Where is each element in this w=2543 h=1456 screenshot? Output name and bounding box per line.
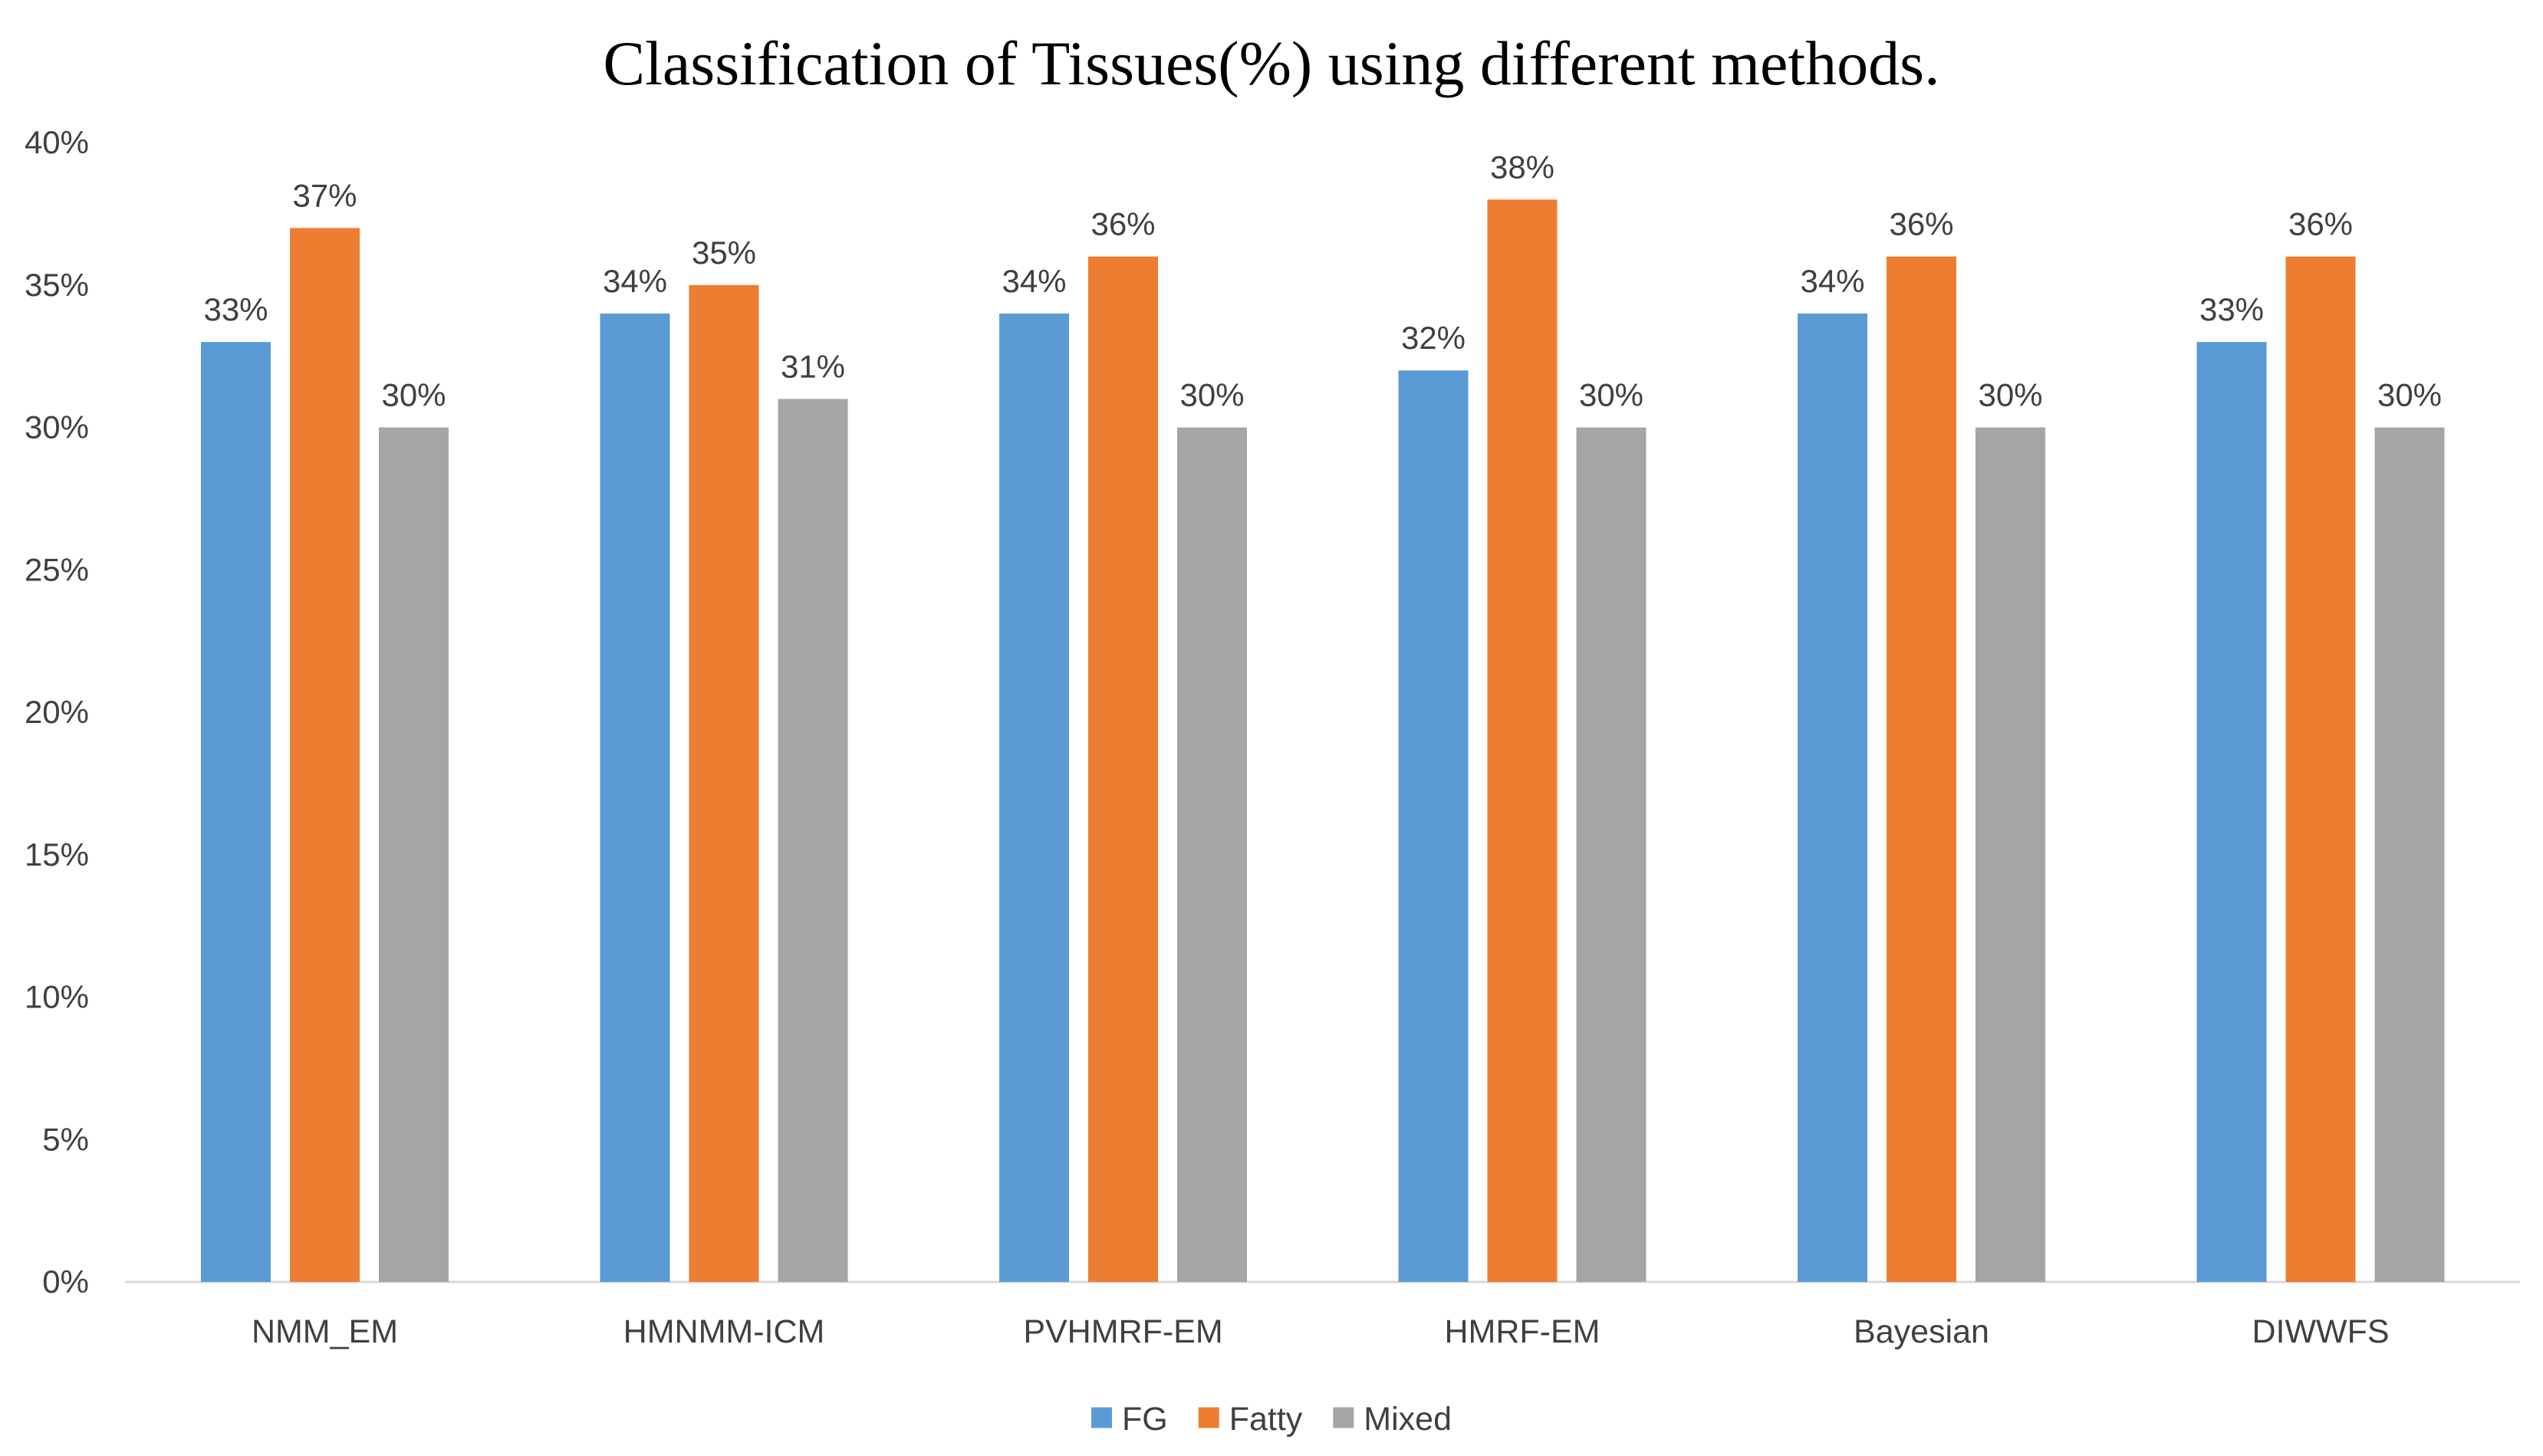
chart-title: Classification of Tissues(%) using diffe… [603, 28, 1939, 98]
legend-label: Fatty [1229, 1401, 1303, 1438]
legend-item-fg: FG [1091, 1401, 1168, 1438]
legend-label: FG [1122, 1401, 1168, 1438]
legend: FG Fatty Mixed [1091, 1401, 1452, 1438]
bar-mixed-bayesian [1976, 427, 2045, 1282]
data-label: 34% [1800, 263, 1864, 299]
bars-group [201, 199, 2445, 1283]
bar-mixed-diwwfs [2374, 427, 2445, 1282]
bar-fatty-diwwfs [2285, 256, 2356, 1283]
data-label: 30% [2377, 377, 2442, 413]
bar-fatty-pvhmrf-em [1088, 256, 1158, 1283]
bar-fatty-hmrf-em [1487, 199, 1558, 1282]
y-tick-label: 15% [25, 836, 89, 873]
y-tick-label: 10% [25, 979, 89, 1015]
data-label: 38% [1490, 149, 1554, 185]
bar-fatty-nmm-em [290, 228, 360, 1283]
x-category-label: PVHMRF-EM [1023, 1313, 1222, 1350]
data-label: 30% [1179, 377, 1244, 413]
data-label: 35% [692, 235, 756, 271]
x-category-label: DIWWFS [2252, 1313, 2389, 1350]
bar-fg-pvhmrf-em [999, 313, 1069, 1282]
x-category-label: HMRF-EM [1444, 1313, 1600, 1350]
data-label: 30% [1978, 377, 2042, 413]
y-tick-label: 40% [25, 124, 89, 160]
x-axis: NMM_EM HMNMM-ICM PVHMRF-EM HMRF-EM Bayesian D… [125, 1280, 2520, 1350]
legend-label: Mixed [1364, 1401, 1452, 1438]
data-label: 34% [603, 263, 667, 299]
bar-fg-hmrf-em [1398, 370, 1469, 1283]
y-tick-label: 30% [25, 409, 89, 445]
data-label: 36% [2288, 206, 2353, 242]
data-label: 30% [381, 377, 446, 413]
data-labels-group: 33% 37% 30% 34% 35% 31% 34% 36% 30% 32% 38% 30% 34% 3… [203, 149, 2442, 412]
data-label: 37% [292, 177, 357, 213]
bar-mixed-nmm-em [379, 427, 449, 1282]
data-label: 36% [1091, 206, 1155, 242]
data-label: 34% [1002, 263, 1066, 299]
bar-fg-nmm-em [201, 342, 271, 1282]
y-tick-label: 25% [25, 551, 89, 587]
y-axis: 0% 5% 10% 15% 20% 25% 30% 35% 40% [25, 124, 89, 1300]
data-label: 33% [203, 291, 268, 327]
bar-fatty-hmnmm-icm [689, 284, 759, 1282]
y-tick-label: 0% [42, 1264, 89, 1300]
data-label: 36% [1889, 206, 1953, 242]
legend-swatch [1091, 1407, 1112, 1428]
bar-fg-diwwfs [2196, 342, 2267, 1282]
bar-mixed-hmnmm-icm [778, 399, 848, 1282]
y-tick-label: 5% [42, 1121, 89, 1157]
x-category-label: HMNMM-ICM [623, 1313, 825, 1350]
bar-mixed-pvhmrf-em [1177, 427, 1247, 1282]
y-tick-label: 20% [25, 694, 89, 730]
x-category-label: Bayesian [1854, 1313, 1989, 1350]
bar-mixed-hmrf-em [1576, 427, 1647, 1282]
legend-item-mixed: Mixed [1333, 1401, 1452, 1438]
data-label: 32% [1401, 320, 1466, 356]
data-label: 33% [2199, 291, 2264, 327]
bar-fg-bayesian [1798, 313, 1867, 1282]
bar-fg-hmnmm-icm [600, 313, 670, 1282]
legend-swatch [1333, 1407, 1354, 1428]
x-category-label: NMM_EM [252, 1313, 398, 1350]
data-label: 30% [1579, 377, 1643, 413]
data-label: 31% [781, 348, 845, 384]
legend-item-fatty: Fatty [1198, 1401, 1303, 1438]
legend-swatch [1198, 1407, 1219, 1428]
y-tick-label: 35% [25, 267, 89, 303]
bar-fatty-bayesian [1887, 256, 1956, 1283]
